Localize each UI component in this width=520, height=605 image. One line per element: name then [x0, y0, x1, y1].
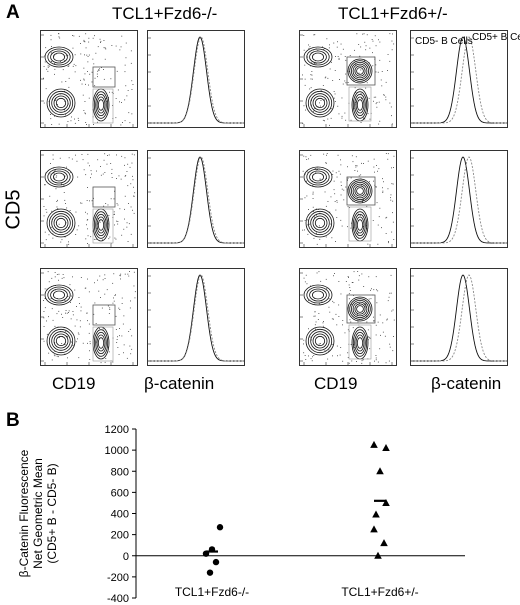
data-point-fzd6-het — [370, 525, 378, 533]
data-point-fzd6-null — [212, 558, 220, 566]
cd5-cd19-dotplot-null-row3 — [40, 268, 138, 366]
data-point-fzd6-het — [382, 444, 390, 452]
category-label-fzd6-het: TCL1+Fzd6+/- — [341, 585, 418, 599]
cd5-axis-label: CD5 — [2, 189, 25, 230]
panel-a-letter: A — [6, 2, 20, 23]
cd5-cd19-dotplot-het-row1 — [299, 30, 397, 128]
beta-catenin-histogram-null-row1 — [147, 30, 245, 128]
y-tick-label: -200 — [107, 572, 129, 584]
data-point-fzd6-het — [376, 467, 384, 475]
y-tick-label: 200 — [111, 530, 129, 542]
y-tick-label: 800 — [111, 466, 129, 478]
panel-b-chart: -400 -200 0 200 400 600 800 1000 1200 β-Catenin F… — [17, 424, 465, 605]
data-point-fzd6-het — [374, 551, 382, 559]
data-point-fzd6-het — [380, 539, 388, 547]
data-point-fzd6-null — [216, 524, 224, 531]
data-point-fzd6-null — [206, 569, 214, 576]
cd5-cd19-dotplot-het-row2 — [299, 150, 397, 248]
cd5-pos-b-cells-label: CD5+ B Cells — [472, 32, 520, 43]
cd5-cd19-dotplot-null-row2 — [40, 150, 138, 248]
y-tick-label: 1200 — [105, 424, 129, 436]
y-tick-label: 600 — [111, 487, 129, 499]
cd5-cd19-dotplot-het-row3 — [299, 268, 397, 366]
y-axis-label: β-Catenin FluorescenceNet Geometric Mean… — [17, 449, 59, 577]
panel-b-letter: B — [6, 410, 20, 431]
cd19-axis-label-left: CD19 — [52, 374, 96, 393]
beta-catenin-histogram-het-row1 — [410, 30, 508, 128]
group-title-fzd6-het: TCL1+Fzd6+/- — [338, 4, 448, 23]
beta-catenin-axis-label-right: β-catenin — [431, 374, 502, 393]
beta-catenin-histogram-het-row2 — [410, 150, 508, 248]
beta-catenin-histogram-null-row2 — [147, 150, 245, 248]
cd5-neg-b-cells-label: CD5- B Cells — [415, 36, 473, 47]
data-point-fzd6-het — [370, 440, 378, 448]
cd5-cd19-dotplot-null-row1 — [40, 30, 138, 128]
y-tick-label: 0 — [123, 551, 129, 563]
data-point-fzd6-het — [382, 498, 390, 506]
beta-catenin-histogram-het-row3 — [410, 268, 508, 366]
beta-catenin-axis-label-left: β-catenin — [144, 374, 215, 393]
beta-catenin-histogram-null-row3 — [147, 268, 245, 366]
cd19-axis-label-right: CD19 — [314, 374, 358, 393]
category-label-fzd6-null: TCL1+Fzd6-/- — [175, 585, 249, 599]
y-tick-label: -400 — [107, 593, 129, 605]
group-title-fzd6-null: TCL1+Fzd6-/- — [112, 4, 218, 23]
y-tick-label: 1000 — [105, 445, 129, 457]
data-point-fzd6-het — [372, 510, 380, 518]
y-tick-label: 400 — [111, 509, 129, 521]
